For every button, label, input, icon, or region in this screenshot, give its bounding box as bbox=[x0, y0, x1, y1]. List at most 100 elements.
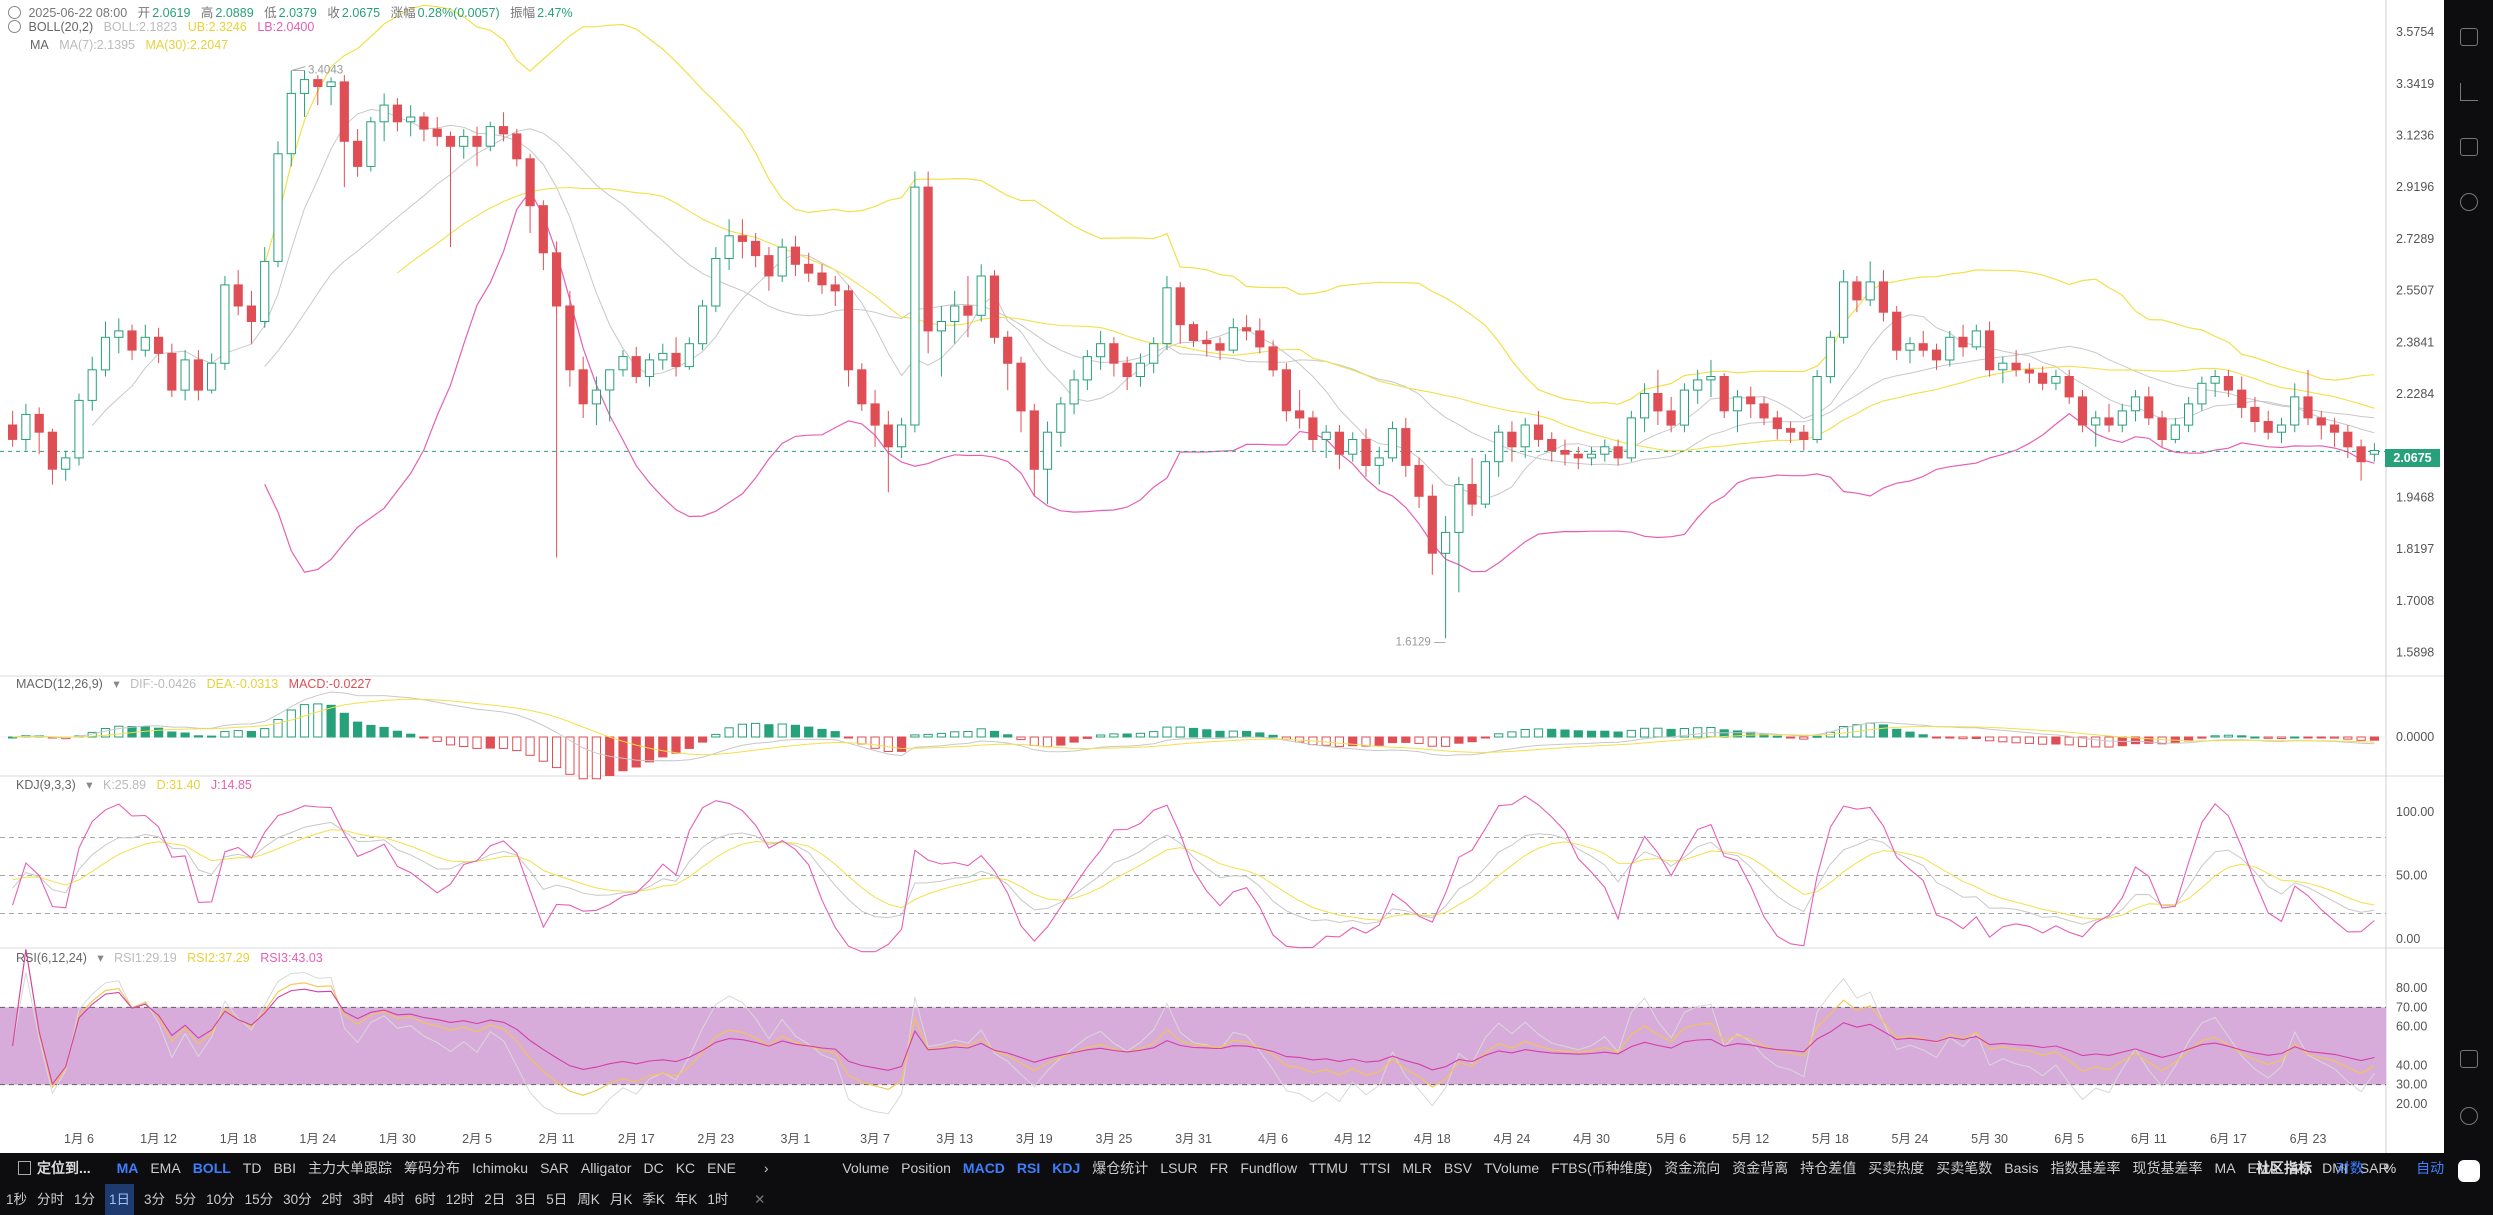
sub-indicator-1[interactable]: Position bbox=[901, 1160, 951, 1176]
timeframe-1[interactable]: 分时 bbox=[37, 1192, 65, 1207]
timeframe-8[interactable]: 30分 bbox=[283, 1192, 312, 1207]
candle-body bbox=[353, 140, 363, 167]
boll-name[interactable]: BOLL(20,2) bbox=[28, 20, 94, 34]
chevron-down-icon[interactable]: ▾ bbox=[97, 951, 104, 965]
sub-indicator-19[interactable]: 买卖笔数 bbox=[1936, 1160, 1993, 1176]
timeframe-11[interactable]: 4时 bbox=[383, 1192, 405, 1207]
timeframe-0[interactable]: 1秒 bbox=[6, 1192, 28, 1207]
sub-indicator-11[interactable]: MLR bbox=[1402, 1160, 1432, 1176]
main-indicator-2[interactable]: BOLL bbox=[192, 1160, 231, 1176]
collapse-icon[interactable] bbox=[8, 6, 21, 19]
sub-indicator-4[interactable]: KDJ bbox=[1052, 1160, 1081, 1176]
timeframe-14[interactable]: 2日 bbox=[484, 1192, 506, 1207]
sub-indicator-12[interactable]: BSV bbox=[1443, 1160, 1472, 1176]
main-indicator-6[interactable]: 筹码分布 bbox=[404, 1160, 461, 1176]
main-indicator-3[interactable]: TD bbox=[242, 1160, 262, 1176]
main-indicator-8[interactable]: SAR bbox=[540, 1160, 569, 1176]
main-indicator-9[interactable]: Alligator bbox=[580, 1160, 632, 1176]
chat-icon[interactable] bbox=[2458, 1160, 2480, 1182]
macd-bar bbox=[273, 719, 283, 738]
refresh-icon[interactable] bbox=[2460, 193, 2478, 211]
clock-icon[interactable] bbox=[2460, 1107, 2478, 1125]
timeframe-9[interactable]: 2时 bbox=[321, 1192, 343, 1207]
indicator-icon[interactable] bbox=[2460, 138, 2478, 156]
timeframe-6[interactable]: 10分 bbox=[206, 1192, 235, 1207]
candles[interactable] bbox=[8, 70, 2380, 639]
chevron-down-icon[interactable]: ▾ bbox=[113, 677, 120, 691]
ma-name[interactable]: MA bbox=[30, 38, 49, 52]
sub-indicator-8[interactable]: Fundflow bbox=[1240, 1160, 1298, 1176]
candle-body bbox=[1069, 379, 1079, 405]
chevron-right-icon[interactable]: › bbox=[763, 1160, 769, 1176]
macd-bar bbox=[1812, 735, 1822, 738]
main-indicator-5[interactable]: 主力大单跟踪 bbox=[308, 1160, 393, 1176]
timeframe-19[interactable]: 季K bbox=[642, 1192, 665, 1207]
main-indicator-7[interactable]: Ichimoku bbox=[472, 1160, 529, 1176]
close-icon[interactable]: ✕ bbox=[754, 1192, 766, 1207]
sub-indicator-21[interactable]: 指数基差率 bbox=[2050, 1160, 2121, 1176]
main-indicator-11[interactable]: KC bbox=[675, 1160, 696, 1176]
macd-bar bbox=[2263, 736, 2273, 739]
sub-indicator-26[interactable]: DMI bbox=[2322, 1160, 2348, 1176]
locate-icon[interactable] bbox=[18, 1161, 31, 1175]
main-indicator-4[interactable]: BBI bbox=[273, 1160, 297, 1176]
timeframe-12[interactable]: 6时 bbox=[414, 1192, 436, 1207]
sub-indicator-15[interactable]: 资金流向 bbox=[1664, 1160, 1721, 1176]
rsi-name[interactable]: RSI(6,12,24) bbox=[16, 951, 87, 965]
timeframe-15[interactable]: 3日 bbox=[515, 1192, 537, 1207]
sub-indicator-0[interactable]: Volume bbox=[842, 1160, 890, 1176]
percent-scale-toggle[interactable]: % bbox=[2383, 1160, 2397, 1176]
sub-indicator-3[interactable]: RSI bbox=[1016, 1160, 1041, 1176]
layout-icon[interactable] bbox=[2460, 28, 2478, 46]
community-indicators-button[interactable]: 社区指标 bbox=[2256, 1160, 2312, 1176]
sub-indicator-14[interactable]: FTBS(币种维度) bbox=[1551, 1160, 1653, 1176]
sub-indicator-2[interactable]: MACD bbox=[962, 1160, 1005, 1176]
sub-indicator-10[interactable]: TTSI bbox=[1360, 1160, 1391, 1176]
sub-indicator-24[interactable]: EMA bbox=[2247, 1160, 2278, 1176]
sub-indicator-16[interactable]: 资金背离 bbox=[1732, 1160, 1789, 1176]
timeframe-5[interactable]: 5分 bbox=[175, 1192, 197, 1207]
sub-indicator-17[interactable]: 持仓差值 bbox=[1800, 1160, 1857, 1176]
main-indicator-1[interactable]: EMA bbox=[150, 1160, 181, 1176]
sub-indicator-18[interactable]: 买卖热度 bbox=[1868, 1160, 1925, 1176]
sub-indicator-25[interactable]: AO bbox=[2289, 1160, 2311, 1176]
sub-indicator-13[interactable]: TVolume bbox=[1483, 1160, 1540, 1176]
sub-indicator-20[interactable]: Basis bbox=[2004, 1160, 2039, 1176]
macd-name[interactable]: MACD(12,26,9) bbox=[16, 677, 103, 691]
sub-indicator-27[interactable]: SAR bbox=[2359, 1160, 2389, 1176]
main-indicator-12[interactable]: ENE bbox=[707, 1160, 736, 1176]
macd-dif-line bbox=[12, 691, 2375, 762]
timeframe-4[interactable]: 3分 bbox=[144, 1192, 166, 1207]
sub-indicator-6[interactable]: LSUR bbox=[1160, 1160, 1198, 1176]
timeframe-3[interactable]: 1日 bbox=[105, 1184, 135, 1215]
timeframe-21[interactable]: 1时 bbox=[707, 1192, 729, 1207]
timeframe-7[interactable]: 15分 bbox=[244, 1192, 274, 1207]
sub-indicator-7[interactable]: FR bbox=[1209, 1160, 1229, 1176]
kdj-name[interactable]: KDJ(9,3,3) bbox=[16, 778, 76, 792]
timeframe-20[interactable]: 年K bbox=[674, 1192, 698, 1207]
main-indicator-10[interactable]: DC bbox=[643, 1160, 664, 1176]
sub-indicator-23[interactable]: MA bbox=[2214, 1160, 2236, 1176]
main-indicator-0[interactable]: MA bbox=[116, 1160, 139, 1176]
panel-icon[interactable] bbox=[2460, 1050, 2478, 1068]
timeframe-2[interactable]: 1分 bbox=[74, 1192, 96, 1207]
macd-bar bbox=[1096, 734, 1106, 738]
timeframe-13[interactable]: 12时 bbox=[445, 1192, 475, 1207]
collapse-icon[interactable] bbox=[8, 20, 21, 33]
timeframe-10[interactable]: 3时 bbox=[352, 1192, 374, 1207]
timeframe-17[interactable]: 周K bbox=[577, 1192, 600, 1207]
chevron-down-icon[interactable]: ▾ bbox=[86, 778, 93, 792]
auto-scale-toggle[interactable]: 自动 bbox=[2416, 1160, 2445, 1176]
timeframe-18[interactable]: 月K bbox=[609, 1192, 633, 1207]
candle-body bbox=[1746, 396, 1756, 405]
candle-body bbox=[2157, 417, 2167, 440]
log-scale-toggle[interactable]: 对数 bbox=[2335, 1160, 2364, 1176]
locate-button[interactable]: 定位到... bbox=[37, 1160, 91, 1176]
sub-indicator-9[interactable]: TTMU bbox=[1309, 1160, 1349, 1176]
chart-line-icon[interactable] bbox=[2460, 83, 2478, 101]
sub-indicator-5[interactable]: 爆仓统计 bbox=[1092, 1160, 1149, 1176]
sub-indicator-22[interactable]: 现货基差率 bbox=[2132, 1160, 2203, 1176]
macd-bar bbox=[445, 736, 456, 746]
timeframe-16[interactable]: 5日 bbox=[546, 1192, 568, 1207]
